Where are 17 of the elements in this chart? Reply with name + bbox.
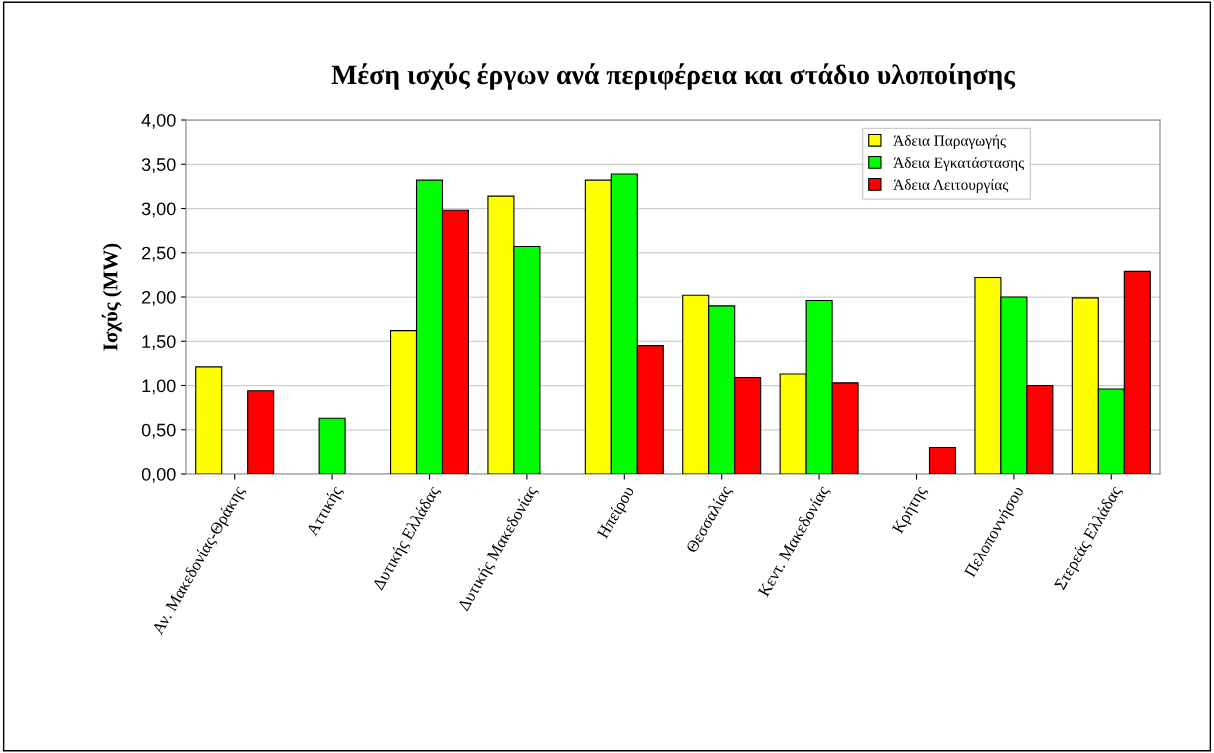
- y-tick-label: 1,00: [142, 379, 176, 395]
- y-tick-label: 1,50: [142, 335, 176, 351]
- legend-label: Άδεια Λειτουργίας: [893, 178, 1009, 193]
- y-tick-label: 0,50: [141, 423, 176, 439]
- y-tick-label: 2,00: [142, 290, 176, 306]
- chart-title: Μέση ισχύς έργων ανά περιφέρεια και στάδιο υλοποίησης: [331, 63, 1016, 90]
- bar: [247, 390, 275, 474]
- y-tick-label: 2,50: [142, 246, 176, 262]
- bar: [928, 446, 957, 474]
- legend-label: Άδεια Εγκατάστασης: [893, 156, 1025, 171]
- legend-label: Άδεια Παραγωγής: [893, 134, 1006, 149]
- y-tick-label: 3,50: [141, 158, 176, 174]
- y-tick-label: 3,00: [141, 202, 176, 218]
- y-tick-label: 4,00: [141, 113, 176, 129]
- bar: [195, 366, 223, 474]
- y-tick-label: 0,00: [141, 467, 176, 483]
- y-axis-title: Ισχύς (MW): [101, 243, 122, 351]
